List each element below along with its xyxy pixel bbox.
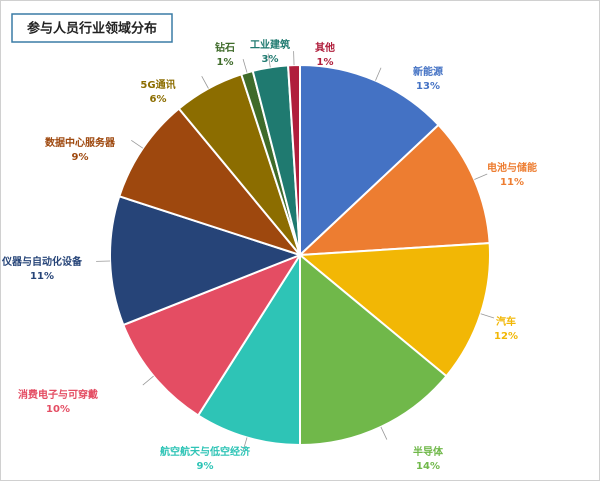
slice-label: 5G通讯 — [140, 78, 175, 91]
slice-label: 仪器与自动化设备 — [1, 255, 83, 268]
slice-value-label: 6% — [150, 94, 167, 105]
leader-line — [242, 437, 248, 452]
leader-line — [201, 76, 209, 89]
leader-line — [142, 375, 154, 386]
pie-slice — [297, 123, 491, 257]
pie-slice — [196, 251, 301, 447]
slice-label: 其他 — [315, 41, 335, 54]
slice-value-label: 13% — [416, 81, 440, 92]
slice-value-label: 11% — [30, 271, 54, 282]
slice-label: 航空航天与低空经济 — [160, 445, 251, 458]
slice-label: 半导体 — [413, 445, 444, 458]
slice-label: 新能源 — [413, 65, 443, 78]
leader-line — [480, 313, 495, 319]
slice-value-label: 9% — [72, 152, 89, 163]
slice-value-label: 11% — [500, 177, 524, 188]
slice-value-label: 3% — [262, 54, 279, 65]
chart-title: 参与人员行业领域分布 — [27, 21, 157, 37]
leader-line — [131, 140, 144, 149]
leader-line — [375, 67, 382, 81]
pie-slice — [122, 252, 303, 417]
title-box — [11, 13, 173, 43]
leader-line — [380, 426, 388, 440]
slice-label: 工业建筑 — [250, 38, 290, 51]
slice-label: 电池与储能 — [487, 161, 537, 174]
leader-line — [242, 58, 248, 73]
slice-value-label: 9% — [197, 461, 214, 472]
slice-label: 钻石 — [215, 41, 235, 54]
pie-slice — [299, 252, 448, 447]
slice-value-label: 1% — [217, 57, 234, 68]
slice-value-label: 14% — [416, 461, 440, 472]
leader-line — [267, 53, 271, 68]
leader-line — [474, 173, 488, 180]
pie-slice — [299, 63, 440, 258]
slice-value-label: 12% — [494, 331, 518, 342]
pie-slice — [297, 242, 491, 378]
slice-value-label: 1% — [317, 57, 334, 68]
slice-label: 消费电子与可穿戴 — [18, 388, 98, 401]
slice-value-label: 10% — [46, 404, 70, 415]
slice-label: 汽车 — [496, 315, 516, 328]
slice-label: 数据中心服务器 — [45, 136, 116, 149]
